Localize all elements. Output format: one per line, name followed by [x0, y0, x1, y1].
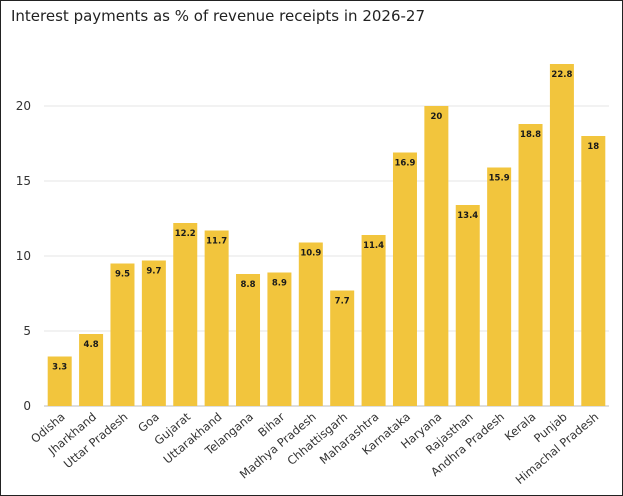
data-label: 16.9 [394, 159, 415, 169]
data-label: 10.9 [300, 249, 321, 259]
bar-12 [424, 106, 449, 406]
bar-11 [392, 152, 417, 406]
data-label: 9.7 [146, 267, 161, 277]
bar-7 [267, 272, 292, 406]
bar-1 [79, 334, 104, 406]
data-label: 11.4 [363, 241, 384, 251]
bar-4 [173, 223, 198, 406]
bar-16 [549, 64, 574, 406]
data-label: 7.7 [335, 297, 350, 307]
data-label: 3.3 [52, 363, 67, 373]
bar-0 [47, 356, 72, 406]
data-label: 20 [430, 112, 442, 122]
bar-13 [455, 205, 480, 406]
bar-5 [204, 230, 229, 406]
bar-17 [581, 136, 606, 406]
data-label: 9.5 [115, 270, 130, 280]
y-tick-label: 0 [23, 399, 31, 413]
bar-6 [236, 274, 261, 406]
bar-8 [298, 242, 323, 406]
data-label: 8.8 [240, 280, 255, 290]
data-label: 18 [587, 142, 599, 152]
bar-2 [110, 263, 135, 406]
data-label: 22.8 [551, 70, 572, 80]
data-label: 18.8 [520, 130, 541, 140]
bar-9 [330, 290, 355, 406]
data-label: 11.7 [206, 237, 227, 247]
y-tick-label: 20 [16, 99, 31, 113]
data-label: 8.9 [272, 279, 287, 289]
y-tick-label: 10 [16, 249, 31, 263]
data-label: 4.8 [84, 340, 99, 350]
bar-3 [141, 260, 166, 406]
x-tick-label: Kerala [502, 410, 539, 444]
data-label: 12.2 [175, 229, 196, 239]
bar-10 [361, 235, 386, 406]
y-tick-label: 5 [23, 324, 31, 338]
bar-15 [518, 124, 543, 406]
chart-title: Interest payments as % of revenue receip… [11, 7, 425, 25]
y-tick-label: 15 [16, 174, 31, 188]
bar-14 [487, 167, 512, 406]
data-label: 13.4 [457, 211, 478, 221]
data-label: 15.9 [489, 174, 510, 184]
